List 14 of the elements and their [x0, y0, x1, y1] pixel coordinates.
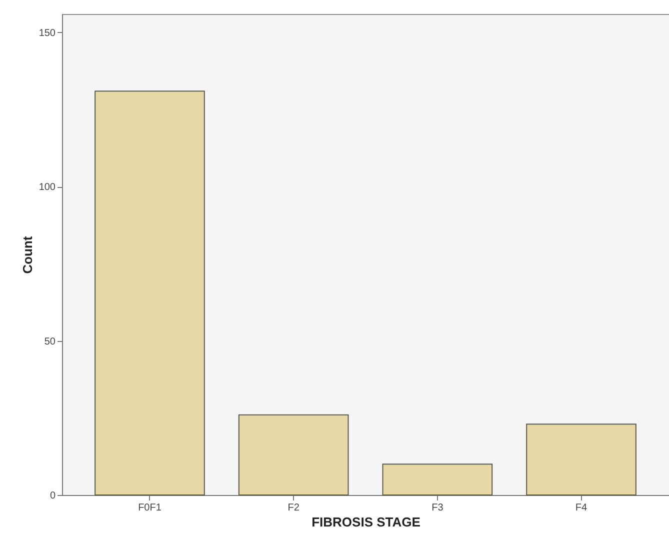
bar	[238, 414, 349, 496]
x-tick-label: F2	[288, 502, 300, 514]
bar	[382, 464, 493, 496]
bar	[526, 424, 636, 496]
y-tick-label: 150	[38, 28, 56, 39]
y-axis-title: Count	[20, 236, 35, 274]
x-axis-title: FIBROSIS STAGE	[312, 514, 421, 530]
bar	[94, 90, 205, 496]
y-tick-label: 100	[38, 182, 56, 194]
y-tick-label: 0	[50, 490, 56, 502]
x-tick-label: F4	[575, 502, 588, 514]
x-tick-label: F0F1	[138, 502, 162, 514]
y-tick-label: 50	[44, 336, 56, 348]
x-tick-label: F3	[432, 502, 444, 514]
